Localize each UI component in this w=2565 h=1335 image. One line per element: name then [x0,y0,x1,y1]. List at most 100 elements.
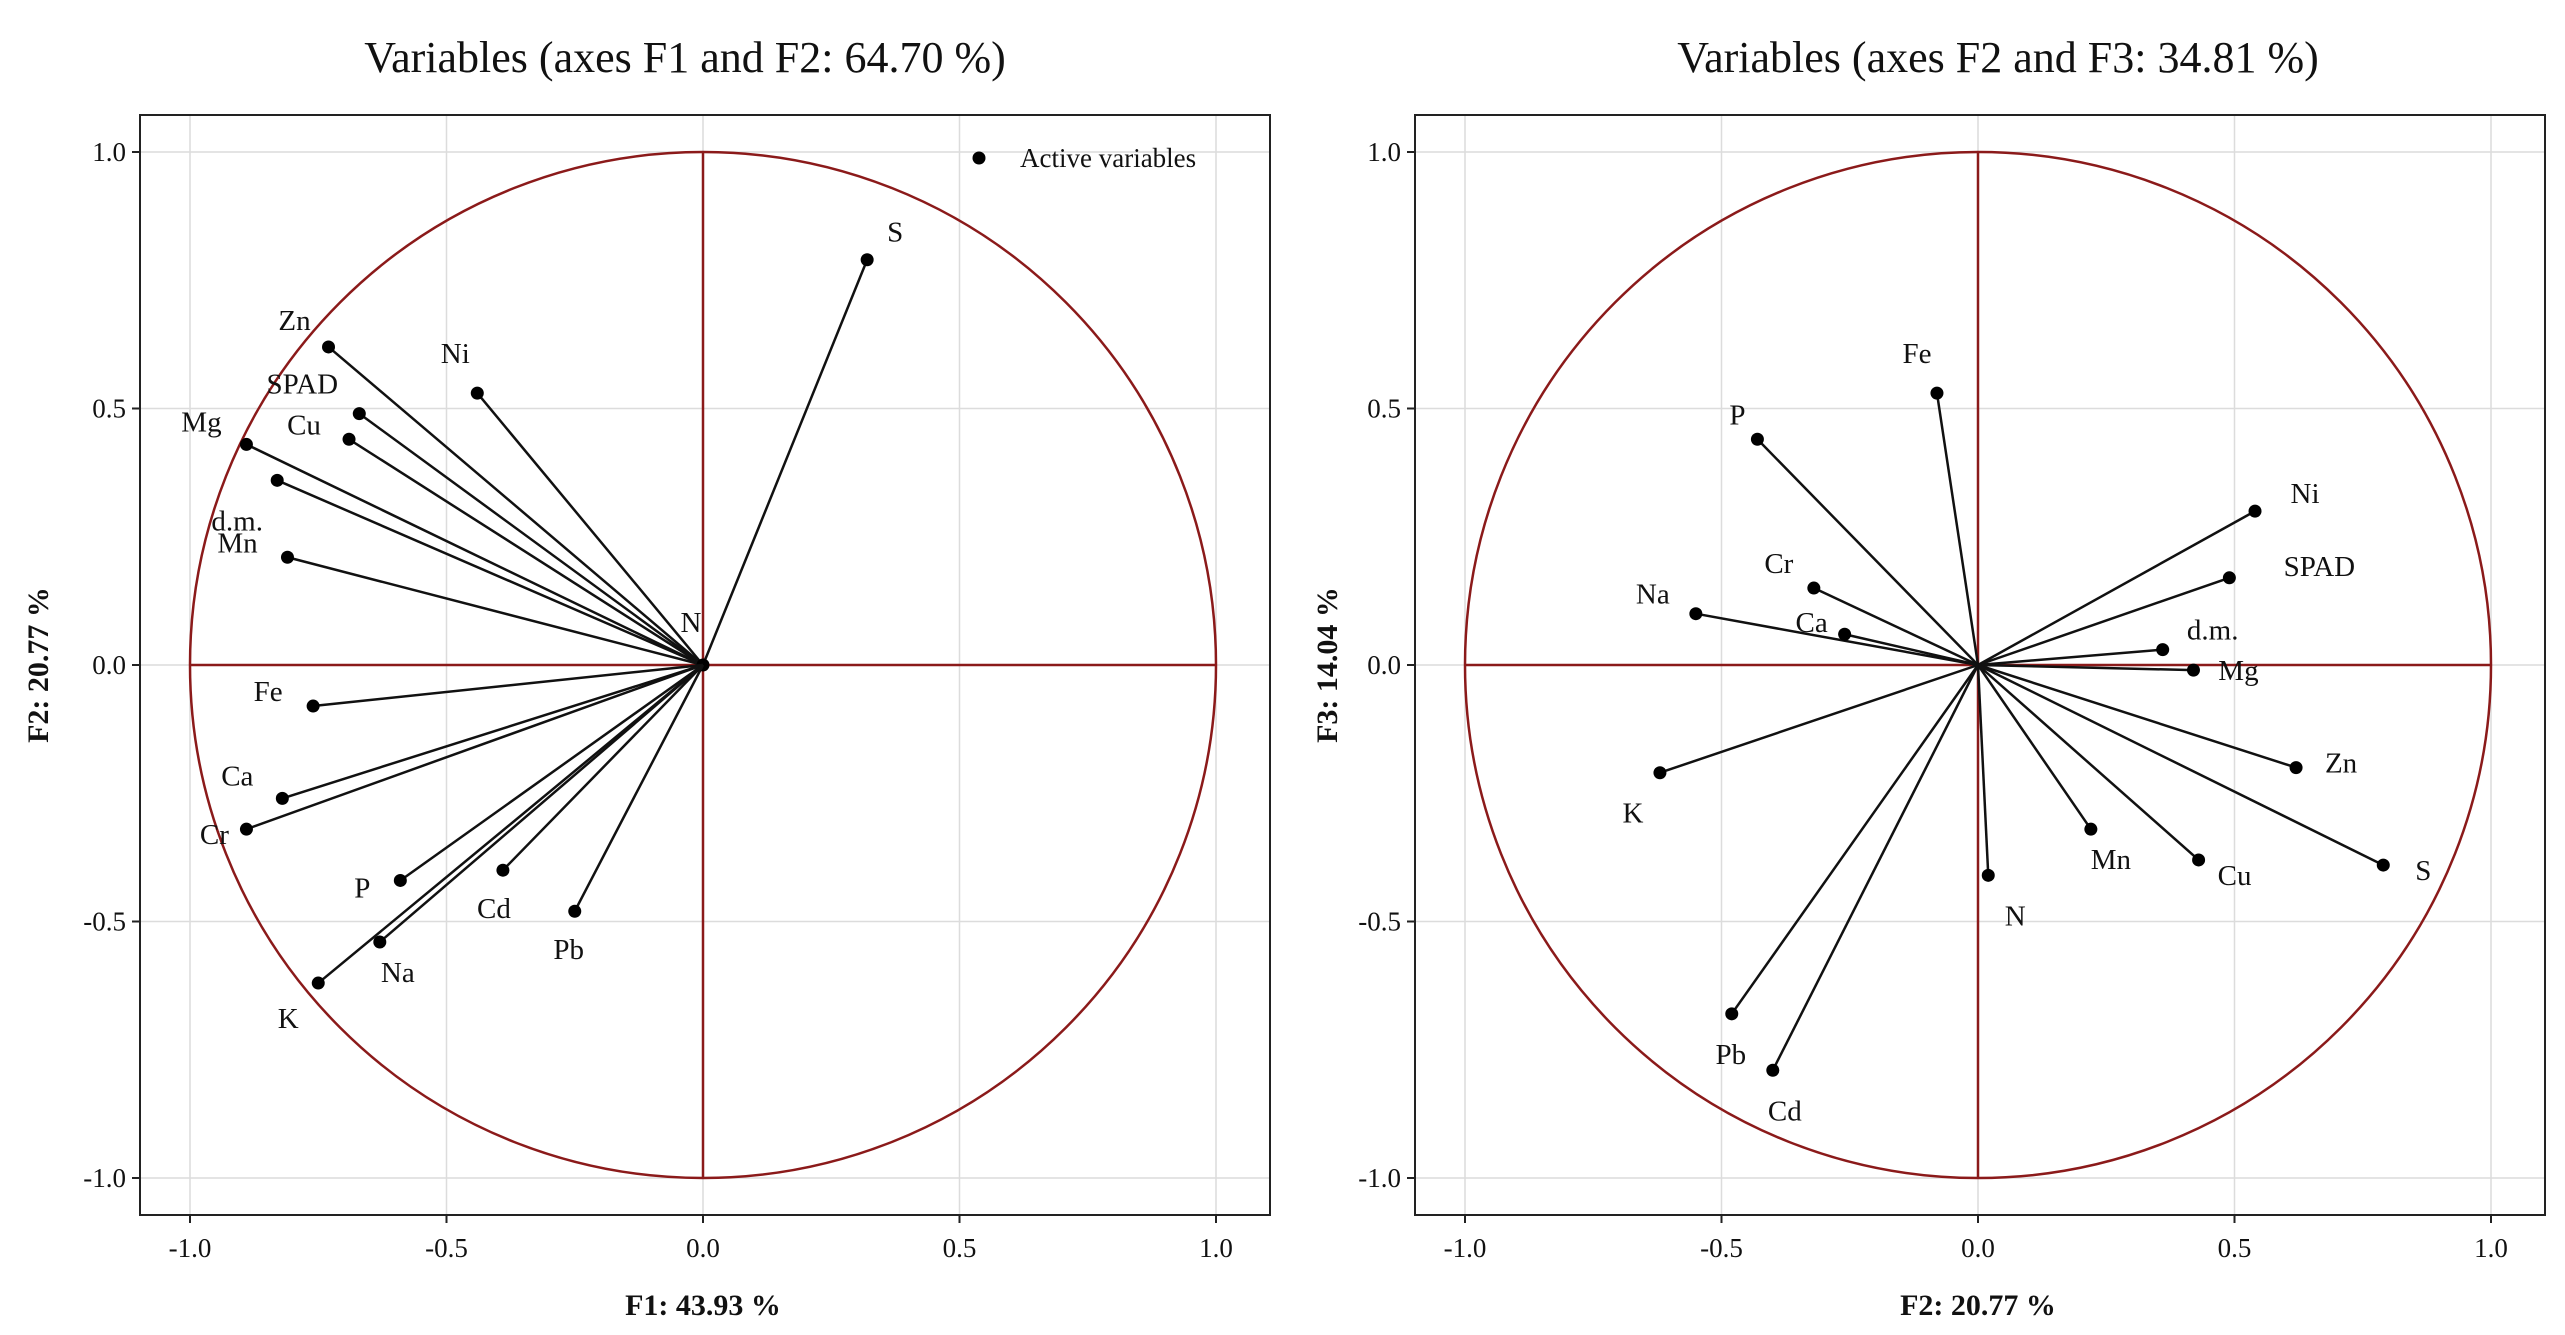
vector-label: Pb [553,934,584,966]
y-axis-title: F2: 20.77 % [22,587,55,743]
variable-ni: Ni [1977,478,2320,667]
vector-point [2156,643,2170,657]
vector-point [239,822,253,836]
vector-label: Mg [181,406,221,438]
vector-label: Mn [2091,844,2132,876]
vector-label: Cr [200,819,229,851]
y-tick-label: 1.0 [1367,137,1401,167]
x-tick-label: 0.0 [1961,1233,1995,1263]
vector-line [1977,510,2256,667]
variable-fe: Fe [1902,338,1980,666]
vector-label: Mn [217,527,258,559]
vector-line [1977,576,2230,667]
vector-label: Na [1636,579,1670,611]
vector-label: P [354,872,370,904]
y-tick-label: -1.0 [1358,1163,1401,1193]
y-tick-label: 0.0 [92,650,126,680]
y-tick-label: 0.5 [92,394,126,424]
vector-line [1813,586,1979,667]
variable-spad: SPAD [267,369,704,667]
legend-label: Active variables [1020,143,1196,173]
variable-spad: SPAD [1977,551,2355,667]
vector-label: Pb [1715,1039,1746,1071]
vector-label: d.m. [2187,615,2239,647]
variable-cu: Cu [287,409,704,667]
variable-mg: Mg [1977,655,2259,687]
vector-line [573,664,705,912]
vector-label: SPAD [267,369,338,401]
x-tick-label: -0.5 [1700,1233,1743,1263]
x-tick-label: -1.0 [1444,1233,1487,1263]
variable-k: K [1622,663,1979,830]
variable-mn: Mn [1976,664,2132,876]
vector-label: Na [381,957,415,989]
vector-point [2248,504,2262,518]
vector-line [287,556,704,667]
x-tick-label: -1.0 [169,1233,212,1263]
vector-line [1976,664,2092,830]
x-tick-label: -0.5 [425,1233,468,1263]
vector-line [1976,664,1990,876]
vector-line [1935,392,1980,666]
y-tick-label: -1.0 [83,1163,126,1193]
vector-label: Cd [477,893,511,925]
vector-line [245,443,704,667]
variable-dm: d.m. [1977,615,2239,667]
vector-point [2376,858,2390,872]
chart-panel-1: Variables (axes F1 and F2: 64.70 %) -1.0 -… [22,33,1271,1322]
variable-mn: Mn [217,527,704,667]
variable-zn: Zn [1977,663,2358,780]
x-tick-label: 1.0 [2474,1233,2508,1263]
variable-pb: Pb [1715,664,1980,1071]
variable-zn: Zn [278,305,704,666]
x-axis-title: F2: 20.77 % [1900,1289,2056,1322]
x-tick-label: 0.5 [2218,1233,2252,1263]
vector-label: Cd [1768,1095,1802,1127]
vector-line [502,664,704,872]
vector-point [2084,822,2098,836]
vector-label: K [1622,798,1643,830]
vector-line [327,345,704,666]
variable-ca: Ca [221,663,704,805]
vector-label: Fe [1902,338,1931,370]
vector-point [1750,432,1764,446]
x-tick-label: 0.0 [686,1233,720,1263]
vector-point [470,386,484,400]
vector-point [275,791,289,805]
y-tick-label: -0.5 [1358,907,1401,937]
x-axis-title: F1: 43.93 % [625,1289,781,1322]
variable-cd: Cd [477,664,704,925]
vector-line [1756,438,1979,666]
vector-point [373,935,387,949]
variable-p: P [354,663,704,904]
vector-label: K [278,1003,299,1035]
vector-point [2289,761,2303,775]
vector-label: Zn [2325,748,2358,780]
vector-line [1977,663,2384,867]
vector-label: Cu [287,409,321,441]
variable-cr: Cr [200,663,704,851]
vector-label: N [681,607,702,639]
vector-line [378,664,704,943]
vector-point [1689,607,1703,621]
vector-point [2192,853,2206,867]
variable-p: P [1729,399,1979,666]
vector-line [1659,663,1979,774]
vector-point [352,407,366,421]
vector-point [2186,663,2200,677]
vector-point [1807,581,1821,595]
vector-line [276,479,704,667]
y-tick-label: 0.5 [1367,394,1401,424]
vector-line [348,438,704,667]
variable-n: N [1976,664,2026,932]
vector-label: N [2005,900,2026,932]
vector-point [393,873,407,887]
variable-na: Na [373,664,704,989]
variable-na: Na [1636,579,1979,667]
vector-line [246,663,704,831]
vector-line [701,259,869,666]
chart-title: Variables (axes F1 and F2: 64.70 %) [364,33,1006,82]
vector-line [1695,612,1979,667]
vector-line [1771,664,1980,1071]
